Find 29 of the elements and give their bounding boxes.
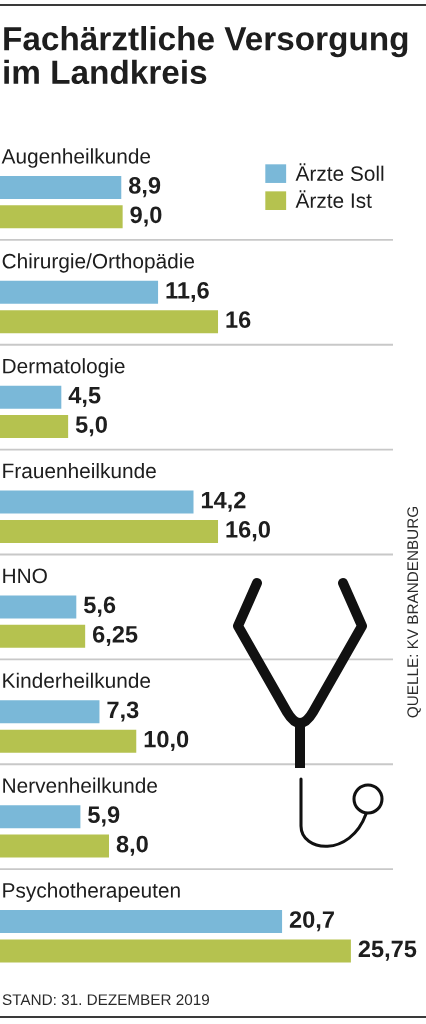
data-label: 16 [226, 311, 251, 329]
data-label: 20,7 [289, 911, 334, 932]
data-label: 11,6 [166, 281, 209, 303]
data-label: 5,9 [88, 806, 120, 827]
data-label: 7,3 [107, 701, 139, 722]
chart-title: Fachärztliche Versorgung im Landkreis [4, 26, 408, 85]
legend-label: Ärzte Soll [295, 163, 384, 181]
data-label: 4,5 [68, 387, 101, 407]
data-label: 6,25 [92, 625, 138, 647]
data-label: 14,2 [201, 491, 246, 512]
y-tick-label: Kinderheilkunde [3, 672, 151, 689]
data-label: 8,0 [116, 835, 148, 856]
data-label: 25,75 [358, 940, 417, 961]
data-label: 5,0 [75, 416, 107, 437]
data-label: 10,0 [144, 730, 189, 751]
data-label: 5,6 [83, 596, 116, 617]
y-tick-label: Frauenheilkunde [3, 462, 156, 479]
data-label: 9,0 [130, 206, 162, 227]
data-label: 8,9 [128, 177, 161, 198]
source-note: QUELLE: KV BRANDENBURG [407, 507, 421, 718]
legend-label: Ärzte Ist [295, 190, 372, 208]
y-tick-label: Psychotherapeuten [3, 882, 180, 902]
y-tick-label: Dermatologie [3, 358, 125, 378]
text: STAND: 31. DEZEMBER 2019 [2, 994, 210, 1006]
y-tick-label: Chirurgie/Orthopädie [2, 253, 195, 273]
data-label: 16,0 [226, 521, 270, 542]
y-tick-label: Nervenheilkunde [3, 777, 157, 793]
y-tick-label: HNO [3, 568, 47, 584]
y-tick-label: Augenheilkunde [1, 148, 151, 168]
